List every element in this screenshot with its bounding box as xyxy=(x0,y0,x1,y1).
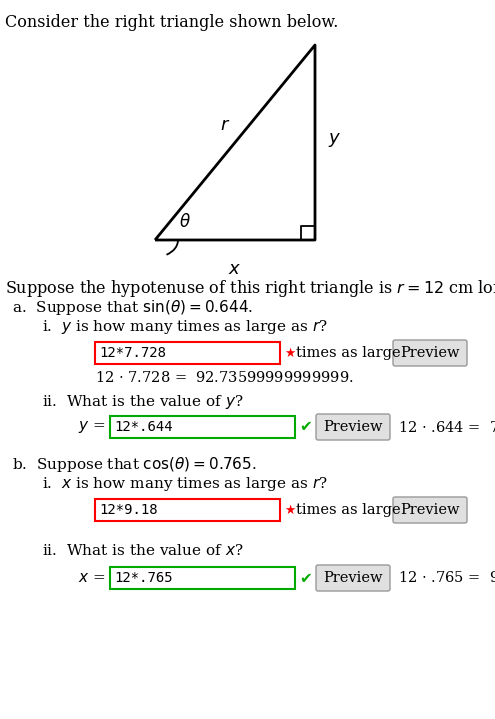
Text: ii.  What is the value of $x$?: ii. What is the value of $x$? xyxy=(42,543,244,558)
Text: $x$ =: $x$ = xyxy=(78,571,105,585)
Text: $\theta$: $\theta$ xyxy=(179,213,191,231)
Text: $r$: $r$ xyxy=(220,116,230,134)
Text: a.  Suppose that $\sin(\theta) = 0.644$.: a. Suppose that $\sin(\theta) = 0.644$. xyxy=(12,298,253,317)
Text: times as large: times as large xyxy=(296,346,400,360)
Text: Preview: Preview xyxy=(400,503,460,517)
Text: times as large: times as large xyxy=(296,503,400,517)
Text: Preview: Preview xyxy=(323,571,383,585)
Text: $x$: $x$ xyxy=(228,260,242,278)
Text: Preview: Preview xyxy=(400,346,460,360)
Text: ★: ★ xyxy=(284,347,295,360)
Text: 12*.765: 12*.765 xyxy=(114,571,173,585)
FancyBboxPatch shape xyxy=(393,340,467,366)
FancyBboxPatch shape xyxy=(110,416,295,438)
Text: ★: ★ xyxy=(284,503,295,516)
Text: Suppose the hypotenuse of this right triangle is $r = 12$ cm long.: Suppose the hypotenuse of this right tri… xyxy=(5,278,495,299)
Text: 12 $\cdot$ .765 =  9.18.: 12 $\cdot$ .765 = 9.18. xyxy=(398,570,495,585)
Text: 12 $\cdot$ .644 =  7.728.: 12 $\cdot$ .644 = 7.728. xyxy=(398,419,495,434)
Text: Preview: Preview xyxy=(323,420,383,434)
Text: $y$: $y$ xyxy=(328,131,342,149)
Text: i.  $y$ is how many times as large as $r$?: i. $y$ is how many times as large as $r$… xyxy=(42,318,328,336)
Text: 12*.644: 12*.644 xyxy=(114,420,173,434)
Text: ii.  What is the value of $y$?: ii. What is the value of $y$? xyxy=(42,393,244,411)
FancyBboxPatch shape xyxy=(95,499,280,521)
Text: ✔: ✔ xyxy=(299,419,312,434)
Text: ✔: ✔ xyxy=(299,570,312,585)
FancyBboxPatch shape xyxy=(95,342,280,364)
FancyBboxPatch shape xyxy=(316,565,390,591)
FancyBboxPatch shape xyxy=(316,414,390,440)
Text: $y$ =: $y$ = xyxy=(78,419,105,435)
Text: Consider the right triangle shown below.: Consider the right triangle shown below. xyxy=(5,14,339,31)
Text: b.  Suppose that $\cos(\theta) = 0.765$.: b. Suppose that $\cos(\theta) = 0.765$. xyxy=(12,455,256,474)
Text: 12 $\cdot$ 7.728 =  92.73599999999999.: 12 $\cdot$ 7.728 = 92.73599999999999. xyxy=(95,370,353,385)
FancyBboxPatch shape xyxy=(393,497,467,523)
FancyBboxPatch shape xyxy=(110,567,295,589)
Text: 12*9.18: 12*9.18 xyxy=(99,503,157,517)
Text: i.  $x$ is how many times as large as $r$?: i. $x$ is how many times as large as $r$… xyxy=(42,475,328,493)
Text: 12*7.728: 12*7.728 xyxy=(99,346,166,360)
